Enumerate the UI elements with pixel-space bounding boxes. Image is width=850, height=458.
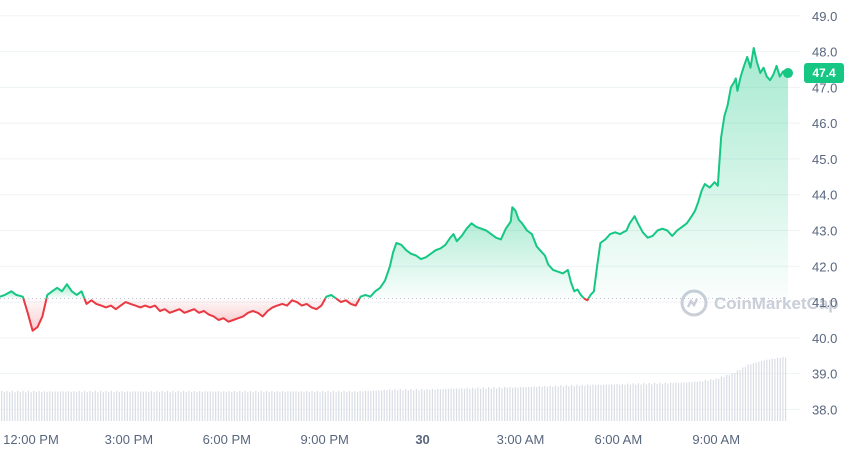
y-tick-label: 48.0 [812, 45, 837, 60]
x-tick-label: 12:00 PM [3, 432, 59, 447]
x-tick-label: 9:00 PM [300, 432, 348, 447]
y-tick-label: 38.0 [812, 402, 837, 417]
last-price-dot [783, 68, 793, 79]
price-line-up [45, 283, 86, 299]
y-tick-label: 39.0 [812, 367, 837, 382]
area-fill-up [46, 284, 85, 299]
area-fill-down [23, 298, 47, 331]
x-tick-label: 3:00 AM [497, 432, 545, 447]
area-fill-up [0, 291, 24, 299]
last-price-marker: 47.4 [783, 63, 844, 84]
y-tick-label: 49.0 [812, 9, 837, 24]
x-tick-label: 6:00 AM [594, 432, 642, 447]
y-tick-label: 44.0 [812, 188, 837, 203]
price-line [0, 47, 789, 332]
price-line-up [0, 290, 25, 299]
grid-lines [0, 15, 800, 410]
y-tick-label: 45.0 [812, 152, 837, 167]
price-area [0, 48, 788, 331]
volume-bars [1, 356, 787, 421]
price-line-down [583, 297, 590, 302]
y-tick-label: 46.0 [812, 116, 837, 131]
area-fill-down [336, 298, 360, 306]
y-tick-label: 43.0 [812, 223, 837, 238]
x-axis: 12:00 PM 3:00 PM 6:00 PM 9:00 PM 30 3:00 AM 6:… [3, 432, 740, 447]
area-fill-up [588, 48, 788, 299]
area-fill-down [84, 298, 326, 322]
last-price-badge [804, 63, 844, 84]
price-line-down [335, 297, 361, 307]
price-line-down [83, 298, 327, 323]
price-line-down [22, 298, 48, 332]
x-tick-label: 30 [415, 432, 429, 447]
area-fill-up [359, 207, 585, 299]
y-tick-label: 41.0 [812, 295, 837, 310]
y-axis: 49.0 48.0 47.0 46.0 45.0 44.0 43.0 42.0 41.0 40.0… [812, 9, 837, 418]
price-line-up [587, 47, 789, 300]
x-tick-label: 6:00 PM [203, 432, 251, 447]
price-line-up [358, 206, 585, 300]
y-tick-label: 47.0 [812, 80, 837, 95]
y-tick-label: 42.0 [812, 259, 837, 274]
price-line-up [324, 293, 337, 300]
x-tick-label: 9:00 AM [692, 432, 740, 447]
x-tick-label: 3:00 PM [105, 432, 153, 447]
watermark-logo-mark-icon [686, 298, 699, 308]
watermark-text: CoinMarketCap [714, 294, 839, 313]
last-price-label: 47.4 [812, 66, 836, 80]
y-tick-label: 40.0 [812, 331, 837, 346]
